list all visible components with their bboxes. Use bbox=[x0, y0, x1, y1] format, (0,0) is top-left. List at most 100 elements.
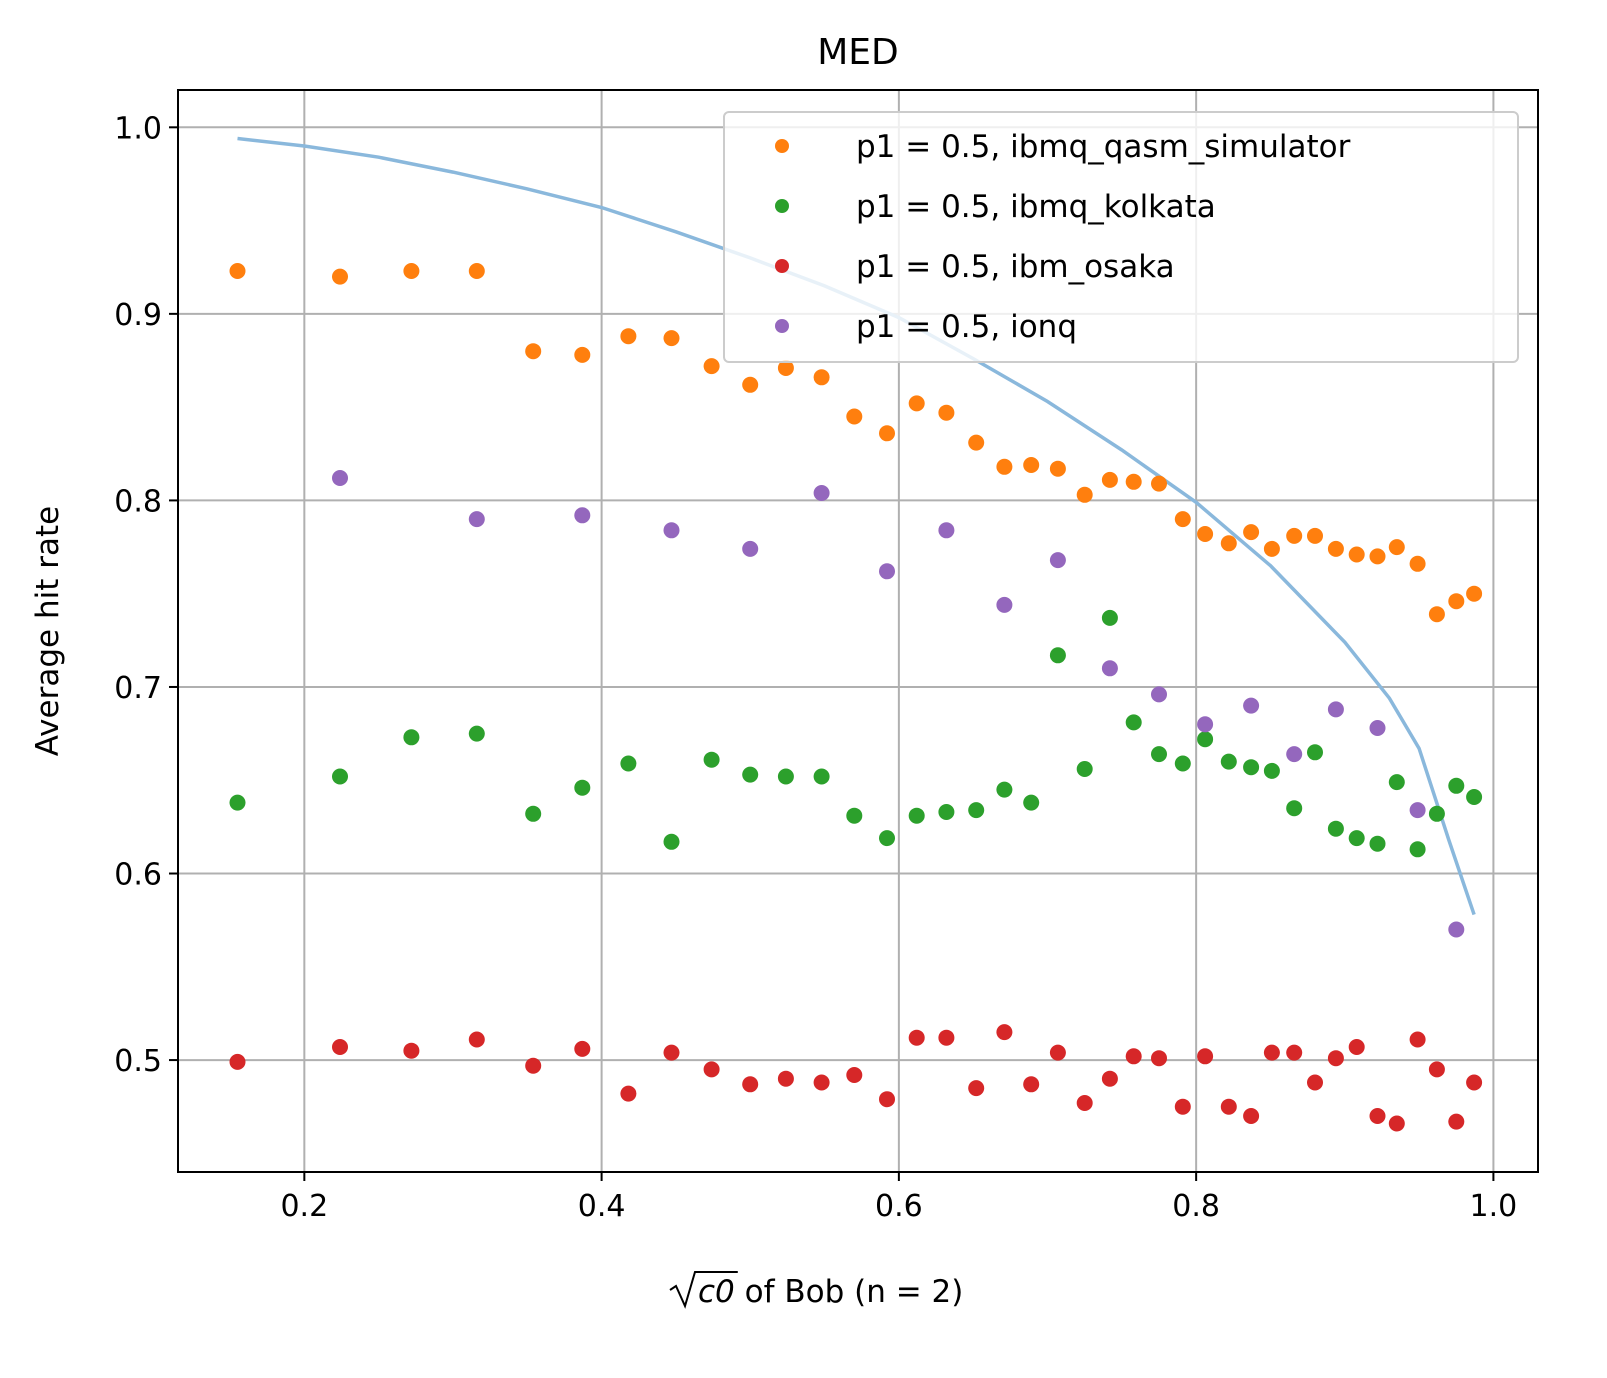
x-tick-label: 0.6 bbox=[875, 1189, 923, 1224]
data-point bbox=[1125, 473, 1142, 490]
data-point bbox=[1197, 731, 1214, 748]
legend: p1 = 0.5, ibmq_qasm_simulator p1 = 0.5, i… bbox=[723, 111, 1519, 363]
series-0 bbox=[229, 263, 1483, 623]
data-point bbox=[1448, 921, 1465, 938]
x-axis-label: c0 of Bob (n = 2) bbox=[669, 1271, 964, 1310]
data-point bbox=[1307, 527, 1323, 544]
data-point bbox=[1428, 805, 1445, 822]
data-point bbox=[879, 830, 895, 847]
data-point bbox=[332, 268, 348, 285]
data-point bbox=[1327, 701, 1344, 718]
x-axis-label-radicand: c0 bbox=[698, 1274, 735, 1310]
data-point bbox=[1448, 593, 1465, 610]
data-point bbox=[1151, 746, 1167, 763]
data-points bbox=[229, 263, 1483, 1132]
data-point bbox=[1448, 1113, 1465, 1130]
data-point bbox=[1049, 552, 1066, 569]
data-point bbox=[403, 729, 420, 746]
data-point bbox=[1388, 774, 1405, 791]
data-point bbox=[663, 522, 680, 539]
legend-marker bbox=[775, 199, 789, 213]
data-point bbox=[1369, 548, 1386, 565]
data-point bbox=[879, 563, 895, 580]
data-point bbox=[1348, 1039, 1365, 1055]
legend-marker bbox=[775, 259, 789, 273]
data-point bbox=[1327, 540, 1344, 557]
data-point bbox=[813, 768, 830, 785]
y-tick-label: 0.8 bbox=[114, 484, 162, 519]
data-point bbox=[1243, 524, 1260, 541]
data-point bbox=[703, 358, 720, 375]
x-tick-label: 0.2 bbox=[280, 1189, 328, 1224]
data-point bbox=[1197, 526, 1214, 542]
data-point bbox=[332, 1039, 348, 1055]
data-point bbox=[332, 470, 348, 486]
y-axis-label: Average hit rate bbox=[30, 506, 66, 756]
data-point bbox=[1101, 660, 1118, 677]
data-point bbox=[1023, 794, 1040, 811]
data-point bbox=[1263, 762, 1280, 779]
data-point bbox=[620, 755, 637, 772]
data-point bbox=[1197, 1048, 1214, 1065]
data-point bbox=[1220, 753, 1237, 770]
data-point bbox=[1286, 746, 1303, 763]
legend-marker bbox=[775, 139, 789, 153]
data-point bbox=[938, 1029, 955, 1046]
data-point bbox=[1428, 606, 1445, 623]
data-point bbox=[1023, 457, 1040, 473]
data-point bbox=[1327, 1050, 1344, 1067]
data-point bbox=[574, 346, 591, 363]
data-point bbox=[846, 1067, 863, 1083]
data-point bbox=[574, 779, 591, 796]
legend-box bbox=[723, 111, 1519, 363]
x-axis-label-rest: of Bob (n = 2) bbox=[735, 1274, 964, 1310]
legend-item-2: p1 = 0.5, ibm_osaka bbox=[775, 249, 1175, 285]
data-point bbox=[879, 425, 895, 442]
data-point bbox=[1197, 716, 1214, 733]
data-point bbox=[777, 360, 794, 376]
y-tick-label: 1.0 bbox=[114, 111, 162, 146]
data-point bbox=[663, 833, 680, 850]
y-tick-label: 0.6 bbox=[114, 858, 162, 893]
legend-item-1: p1 = 0.5, ibmq_kolkata bbox=[775, 189, 1216, 225]
data-point bbox=[996, 1024, 1013, 1041]
data-point bbox=[1286, 1044, 1303, 1061]
data-point bbox=[1101, 1070, 1118, 1087]
data-point bbox=[813, 1074, 830, 1091]
data-point bbox=[1174, 511, 1191, 528]
data-point bbox=[229, 794, 246, 811]
chart-title: MED bbox=[817, 32, 899, 73]
data-point bbox=[1409, 841, 1426, 858]
data-point bbox=[996, 458, 1013, 475]
data-point bbox=[1466, 789, 1483, 805]
data-point bbox=[1286, 800, 1303, 817]
data-point bbox=[846, 807, 863, 824]
data-point bbox=[1286, 527, 1303, 544]
data-point bbox=[1174, 755, 1191, 772]
sqrt-sign-icon bbox=[669, 1271, 738, 1309]
data-point bbox=[1327, 820, 1344, 837]
data-point bbox=[1409, 1031, 1426, 1048]
data-point bbox=[1076, 761, 1093, 777]
data-point bbox=[996, 781, 1013, 798]
data-point bbox=[1243, 759, 1260, 776]
legend-marker bbox=[775, 319, 789, 333]
data-point bbox=[1263, 540, 1280, 557]
data-point bbox=[908, 1029, 925, 1046]
data-point bbox=[620, 328, 637, 345]
data-point bbox=[1125, 714, 1142, 731]
data-point bbox=[1348, 546, 1365, 563]
data-point bbox=[1076, 1095, 1093, 1111]
data-point bbox=[908, 807, 925, 824]
data-point bbox=[1307, 1074, 1323, 1091]
data-point bbox=[1049, 647, 1066, 664]
data-point bbox=[620, 1085, 637, 1102]
data-point bbox=[938, 522, 955, 539]
series-1 bbox=[229, 609, 1483, 858]
data-point bbox=[1243, 1108, 1260, 1124]
legend-label: p1 = 0.5, ibmq_qasm_simulator bbox=[856, 129, 1351, 165]
data-point bbox=[1151, 1050, 1167, 1067]
legend-label: p1 = 0.5, ionq bbox=[856, 309, 1077, 345]
